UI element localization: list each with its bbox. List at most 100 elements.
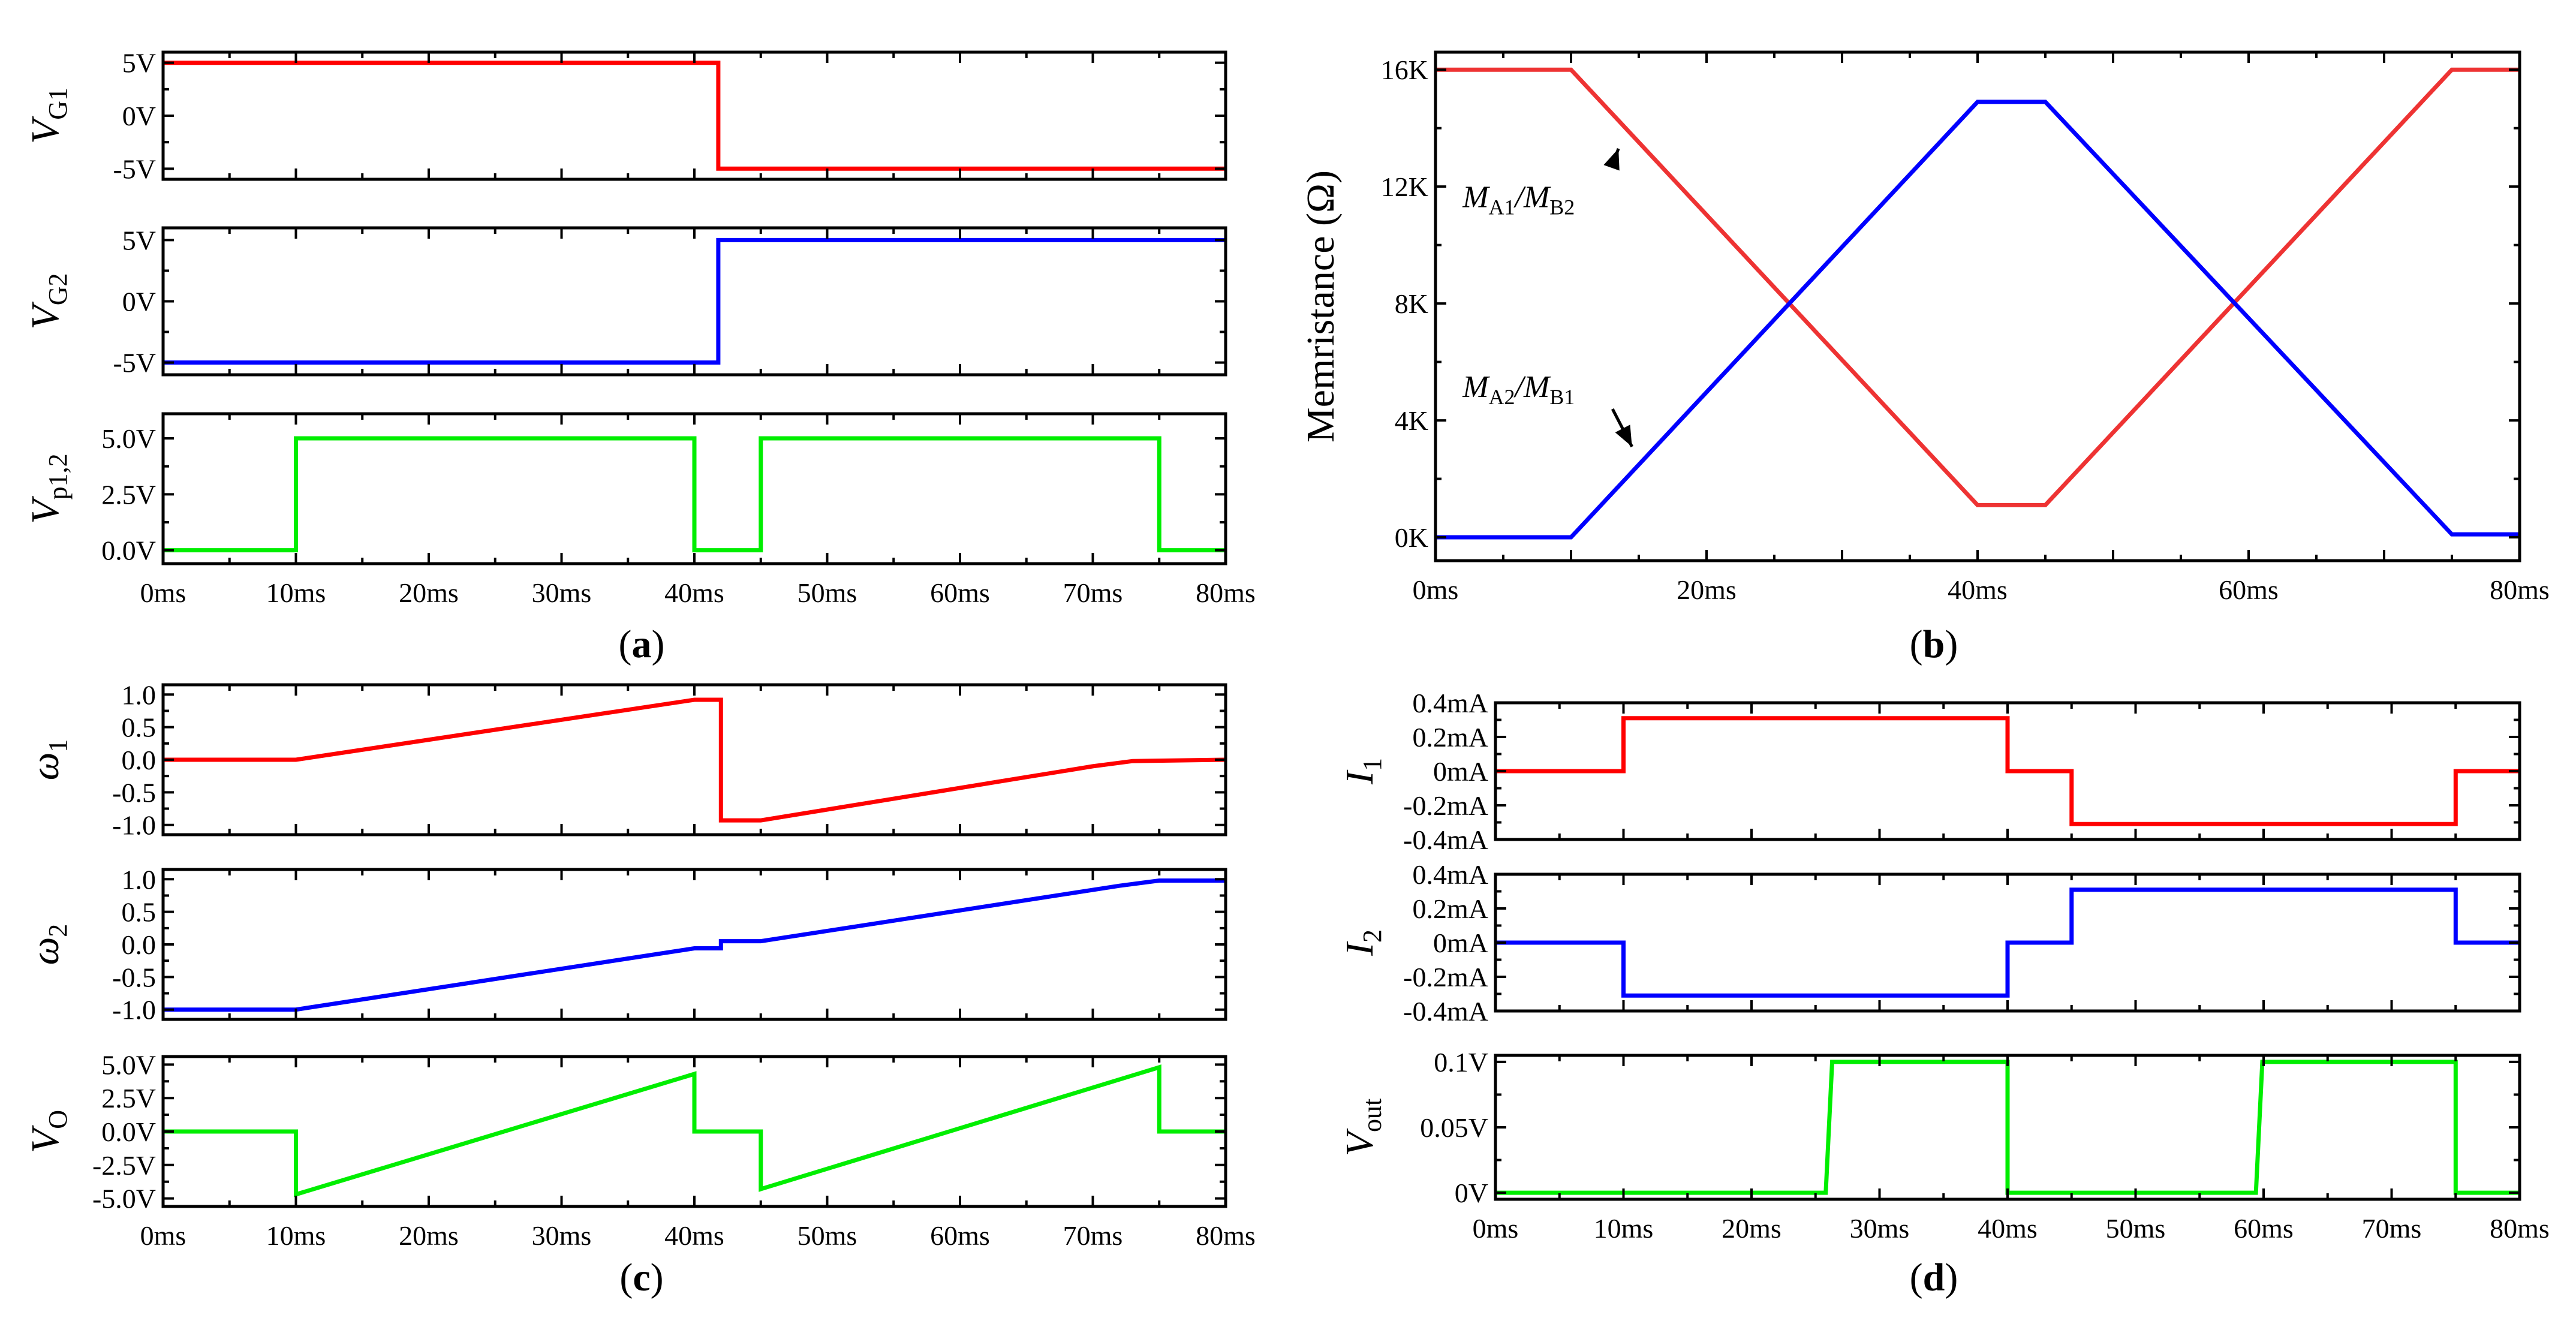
series-line-a3-0: [163, 436, 1226, 553]
x-tick-label: 60ms: [930, 1220, 990, 1251]
y-tick-label: 0.0V: [101, 1117, 156, 1147]
y-axis-label: Vout: [1338, 1099, 1387, 1157]
series-line-a2-0: [163, 237, 1226, 365]
y-tick-label: -0.2mA: [1403, 962, 1488, 992]
y-tick-label: 0.5: [122, 712, 157, 743]
y-axis-label: ω2: [23, 924, 73, 965]
y-tick-label: 0.4mA: [1413, 859, 1489, 890]
plot-frame-c1: [161, 683, 1227, 836]
x-tick-label: 80ms: [1196, 577, 1256, 608]
plot-frame-a1: [161, 50, 1227, 181]
y-axis-label: ω1: [23, 739, 73, 781]
y-tick-label: 0.0: [122, 745, 157, 775]
x-tick-label: 40ms: [664, 577, 724, 608]
arrowhead-icon: [1603, 148, 1620, 171]
y-tick-label: 0mA: [1433, 928, 1488, 958]
x-tick-label: 0ms: [1473, 1213, 1519, 1244]
chart-b1: 0ms 20ms 40ms 60ms 80ms 16K 12K 8K 4K 0K Memristan…: [1299, 50, 2550, 605]
x-tick-label: 0ms: [140, 1220, 186, 1251]
y-tick-label: -2.5V: [92, 1150, 156, 1181]
series-line-c2-0: [163, 878, 1226, 1012]
y-axis-label: VG1: [23, 88, 73, 144]
chart-d3: 0ms 10ms 20ms 30ms 40ms 50ms 60ms 70ms 80ms 0.1V 0…: [1338, 1047, 2550, 1244]
x-tick-label: 70ms: [2362, 1213, 2422, 1244]
y-tick-label: -5V: [113, 154, 156, 184]
panel-label-b: (b): [1910, 622, 1958, 666]
panel-label-c: (c): [619, 1256, 663, 1299]
x-tick-label: 20ms: [1677, 574, 1737, 605]
x-tick-label: 60ms: [930, 577, 990, 608]
series-line-d1-0: [1495, 716, 2520, 826]
y-tick-label: 1.0: [122, 864, 157, 895]
panel-label-a: (a): [619, 622, 665, 666]
x-tick-label: 40ms: [1948, 574, 2008, 605]
x-tick-label: 10ms: [266, 1220, 326, 1251]
chart-a1: 5V 0V -5V VG1: [23, 48, 1227, 184]
x-tick-label: 80ms: [1196, 1220, 1256, 1251]
y-tick-label: -0.2mA: [1403, 790, 1488, 821]
chart-a3: 0ms 10ms 20ms 30ms 40ms 50ms 60ms 70ms 80ms 5.0V 2…: [23, 412, 1256, 608]
x-tick-label: 80ms: [2490, 1213, 2550, 1244]
y-axis-label: VG2: [23, 273, 73, 329]
y-tick-label: 8K: [1395, 288, 1428, 319]
chart-c1: 1.00.50.0-0.5-1.0 ω1: [23, 679, 1227, 841]
chart-c2: 1.00.50.0-0.5-1.0 ω2: [23, 864, 1227, 1025]
y-tick-label: 0.5: [122, 897, 157, 928]
plot-frame-a2: [161, 226, 1227, 377]
y-tick-label: -0.5: [112, 777, 156, 808]
series-line-c1-0: [163, 697, 1226, 823]
x-tick-label: 40ms: [1978, 1213, 2038, 1244]
series-line-b1-0: [1436, 67, 2520, 507]
x-tick-label: 50ms: [2106, 1213, 2166, 1244]
series-line-d3-0: [1495, 1060, 2520, 1195]
y-tick-label: 0.05V: [1420, 1112, 1488, 1143]
x-tick-label: 10ms: [1594, 1213, 1654, 1244]
x-tick-label: 60ms: [2219, 574, 2279, 605]
y-tick-label: 0K: [1395, 522, 1428, 553]
x-tick-label: 10ms: [266, 577, 326, 608]
y-tick-label: -0.4mA: [1403, 996, 1488, 1027]
panel-label-d: (d): [1910, 1256, 1958, 1299]
y-tick-label: -0.4mA: [1403, 824, 1488, 855]
y-tick-label: 5V: [122, 48, 156, 79]
x-tick-label: 30ms: [532, 577, 592, 608]
y-tick-label: -5V: [113, 348, 156, 378]
x-tick-label: 20ms: [399, 577, 459, 608]
y-tick-label: 0.2mA: [1413, 893, 1489, 924]
y-tick-label: 2.5V: [101, 479, 156, 510]
x-tick-label: 60ms: [2234, 1213, 2294, 1244]
series-line-a1-0: [163, 61, 1226, 171]
series-line-b1-1: [1436, 100, 2520, 540]
panel-labels: (a) (b) (c) (d): [619, 622, 1958, 1299]
x-tick-label: 30ms: [1850, 1213, 1910, 1244]
y-tick-label: -5.0V: [92, 1184, 156, 1214]
y-tick-label: 12K: [1381, 171, 1428, 202]
x-tick-label: 0ms: [140, 577, 186, 608]
annotation-label: MA1/MB2: [1462, 180, 1575, 219]
x-tick-label: 0ms: [1413, 574, 1459, 605]
arrowhead-icon: [1615, 425, 1632, 447]
y-tick-label: 1.0: [122, 679, 157, 710]
y-tick-label: 0.0V: [101, 535, 156, 566]
plot-panels: 5V 0V -5V VG1 5V 0V -5V VG2 0ms 10ms 20ms 30ms 40ms 5…: [23, 48, 2550, 1251]
x-tick-label: 20ms: [1722, 1213, 1781, 1244]
y-tick-label: 2.5V: [101, 1083, 156, 1114]
x-tick-label: 30ms: [532, 1220, 592, 1251]
y-tick-label: 16K: [1381, 55, 1428, 85]
x-tick-label: 20ms: [399, 1220, 459, 1251]
y-tick-label: -0.5: [112, 962, 156, 992]
y-tick-label: 5V: [122, 225, 156, 255]
y-axis-label: I1: [1338, 758, 1387, 785]
annotation-label: MA2/MB1: [1462, 370, 1575, 409]
x-tick-label: 70ms: [1063, 1220, 1123, 1251]
y-tick-label: 0.2mA: [1413, 722, 1489, 753]
chart-a2: 5V 0V -5V VG2: [23, 225, 1227, 378]
y-tick-label: -1.0: [112, 810, 156, 841]
y-tick-label: 0.4mA: [1413, 688, 1489, 718]
y-tick-label: 5.0V: [101, 1049, 156, 1080]
y-tick-label: 0.0: [122, 929, 157, 960]
y-tick-label: 0.1V: [1434, 1047, 1488, 1078]
chart-c3: 0ms 10ms 20ms 30ms 40ms 50ms 60ms 70ms 80ms 5.0V2…: [23, 1049, 1256, 1251]
